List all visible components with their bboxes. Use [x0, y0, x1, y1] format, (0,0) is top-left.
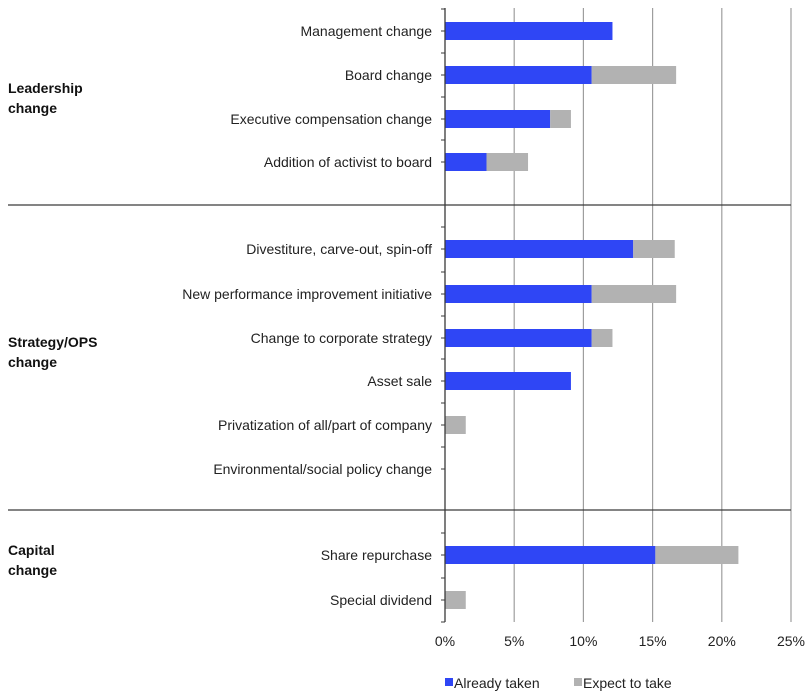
bar-expect-to-take-5 [591, 285, 677, 303]
legend-swatch-expect-to-take [574, 678, 582, 686]
category-label: Special dividend [330, 592, 432, 608]
group-label: Leadership [8, 80, 83, 96]
category-label: New performance improvement initiative [182, 286, 432, 302]
bar-expect-to-take-1 [591, 66, 677, 84]
x-tick-label: 15% [639, 633, 667, 649]
category-label: Management change [300, 23, 432, 39]
bar-expect-to-take-10 [655, 546, 739, 564]
category-label: Executive compensation change [230, 111, 432, 127]
bar-expect-to-take-4 [633, 240, 675, 258]
x-tick-label: 25% [777, 633, 805, 649]
category-label: Divestiture, carve-out, spin-off [246, 241, 432, 257]
category-label: Environmental/social policy change [213, 461, 432, 477]
bar-expect-to-take-3 [486, 153, 529, 171]
bar-expect-to-take-11 [445, 591, 466, 609]
bar-already-taken-1 [445, 66, 592, 84]
bar-expect-to-take-6 [591, 329, 613, 347]
group-label: Capital [8, 542, 55, 558]
legend-label-already-taken: Already taken [454, 675, 540, 691]
category-label: Asset sale [367, 373, 432, 389]
group-label: change [8, 100, 57, 116]
group-label: change [8, 354, 57, 370]
legend-label-expect-to-take: Expect to take [583, 675, 672, 691]
group-label: Strategy/OPS [8, 334, 97, 350]
x-tick-label: 5% [504, 633, 524, 649]
bar-already-taken-7 [445, 372, 571, 390]
x-tick-label: 0% [435, 633, 455, 649]
category-label: Change to corporate strategy [251, 330, 432, 346]
category-label: Addition of activist to board [264, 154, 432, 170]
bar-already-taken-2 [445, 110, 551, 128]
bar-already-taken-6 [445, 329, 592, 347]
bar-already-taken-5 [445, 285, 592, 303]
bar-already-taken-4 [445, 240, 634, 258]
bar-already-taken-0 [445, 22, 613, 40]
group-label: change [8, 562, 57, 578]
bar-expect-to-take-2 [550, 110, 571, 128]
category-label: Privatization of all/part of company [218, 417, 432, 433]
bar-expect-to-take-8 [445, 416, 466, 434]
bar-already-taken-3 [445, 153, 487, 171]
legend-swatch-already-taken [445, 678, 453, 686]
category-label: Share repurchase [321, 547, 433, 563]
x-tick-label: 20% [708, 633, 736, 649]
x-tick-label: 10% [569, 633, 597, 649]
category-label: Board change [345, 67, 432, 83]
bar-already-taken-10 [445, 546, 656, 564]
